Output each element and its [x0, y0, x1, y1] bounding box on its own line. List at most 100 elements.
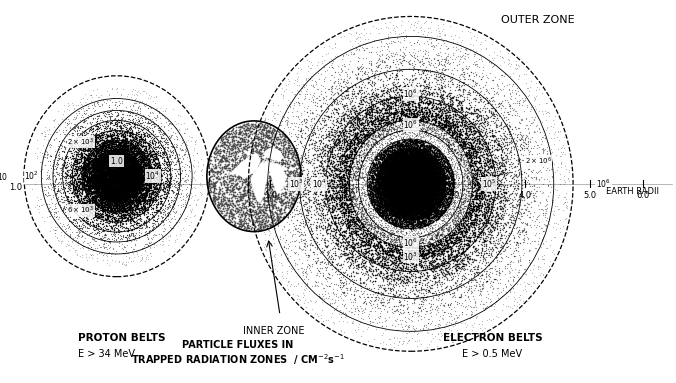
Point	[93, 132, 104, 138]
Point	[278, 192, 289, 198]
Point	[398, 279, 409, 285]
Point	[416, 197, 427, 203]
Point	[471, 195, 482, 201]
Point	[422, 140, 433, 146]
Point	[336, 120, 347, 126]
Point	[368, 195, 379, 201]
Point	[86, 210, 97, 216]
Point	[454, 242, 465, 248]
Point	[416, 235, 427, 241]
Point	[112, 174, 122, 180]
Point	[89, 164, 99, 170]
Point	[73, 101, 84, 108]
Point	[477, 178, 488, 185]
Point	[412, 152, 422, 159]
Point	[414, 176, 425, 182]
Point	[89, 172, 100, 178]
Point	[264, 185, 274, 192]
Point	[116, 233, 126, 239]
Point	[425, 98, 436, 104]
Point	[420, 231, 431, 237]
Point	[280, 136, 291, 142]
Point	[397, 186, 408, 192]
Point	[75, 153, 86, 159]
Point	[500, 133, 510, 139]
Point	[404, 188, 415, 194]
Point	[399, 167, 410, 173]
Point	[103, 198, 114, 204]
Point	[394, 182, 405, 188]
Point	[410, 146, 421, 152]
Point	[219, 212, 230, 218]
Point	[499, 142, 510, 149]
Point	[391, 162, 402, 169]
Point	[478, 145, 489, 151]
Point	[417, 182, 428, 188]
Point	[392, 159, 403, 165]
Point	[142, 241, 153, 247]
Point	[445, 173, 456, 179]
Point	[302, 276, 313, 282]
Point	[345, 149, 356, 155]
Point	[208, 150, 219, 156]
Point	[480, 159, 491, 165]
Point	[419, 208, 430, 214]
Point	[246, 152, 257, 158]
Point	[108, 246, 119, 252]
Point	[128, 182, 139, 188]
Point	[324, 134, 335, 140]
Point	[394, 161, 405, 167]
Point	[390, 181, 401, 187]
Point	[343, 254, 354, 260]
Point	[105, 138, 116, 144]
Point	[261, 170, 272, 177]
Point	[433, 206, 443, 212]
Point	[412, 175, 423, 181]
Point	[424, 232, 435, 238]
Point	[187, 173, 198, 180]
Point	[129, 154, 140, 160]
Point	[421, 166, 432, 172]
Point	[402, 182, 413, 188]
Point	[386, 195, 397, 201]
Point	[427, 128, 438, 134]
Point	[91, 168, 102, 174]
Point	[409, 200, 420, 206]
Point	[243, 143, 254, 149]
Point	[403, 222, 414, 228]
Point	[103, 209, 114, 215]
Point	[443, 260, 454, 267]
Point	[205, 186, 216, 192]
Point	[426, 166, 437, 172]
Point	[492, 185, 503, 191]
Point	[441, 237, 452, 243]
Point	[355, 121, 366, 127]
Point	[412, 213, 423, 219]
Point	[393, 209, 404, 215]
Point	[408, 204, 419, 210]
Point	[405, 190, 416, 196]
Point	[461, 198, 472, 204]
Point	[399, 182, 410, 188]
Point	[101, 187, 112, 193]
Point	[423, 175, 434, 182]
Point	[124, 169, 135, 175]
Point	[397, 205, 408, 211]
Text: $10^5$: $10^5$	[482, 178, 496, 190]
Point	[91, 177, 101, 183]
Point	[450, 215, 461, 221]
Point	[443, 309, 454, 316]
Point	[377, 58, 387, 64]
Point	[385, 86, 395, 92]
Point	[493, 170, 504, 177]
Point	[130, 165, 141, 171]
Point	[389, 268, 400, 274]
Point	[415, 247, 426, 253]
Point	[367, 68, 378, 74]
Point	[512, 247, 523, 254]
Point	[81, 257, 92, 263]
Point	[126, 148, 137, 154]
Point	[399, 240, 410, 246]
Point	[291, 75, 302, 82]
Point	[387, 220, 397, 226]
